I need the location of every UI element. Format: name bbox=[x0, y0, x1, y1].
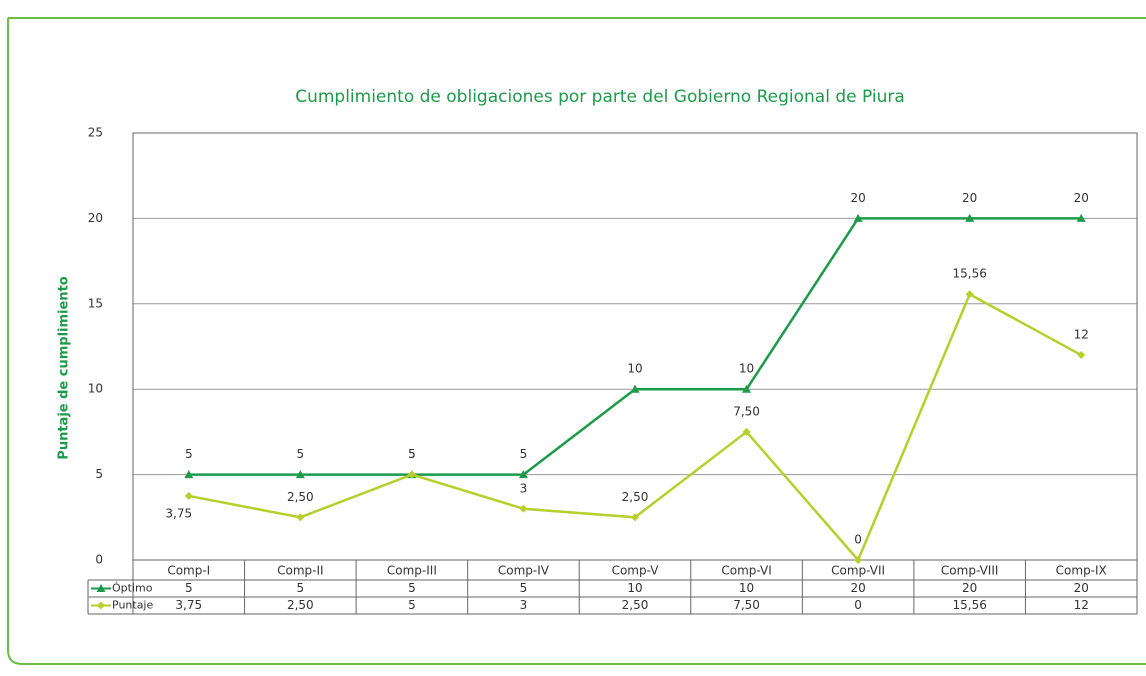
table-cell: 15,56 bbox=[952, 598, 986, 612]
data-label: 0 bbox=[854, 533, 862, 547]
marker bbox=[742, 384, 752, 393]
x-tick-label: Comp-II bbox=[277, 564, 323, 578]
table-cell: 0 bbox=[854, 598, 862, 612]
data-label: 20 bbox=[1074, 191, 1089, 205]
chart-title: Cumplimiento de obligaciones por parte d… bbox=[295, 87, 905, 107]
data-label: 15,56 bbox=[952, 267, 986, 281]
data-label: 12 bbox=[1074, 328, 1089, 342]
data-label: 20 bbox=[850, 191, 865, 205]
y-tick-label: 25 bbox=[88, 126, 103, 140]
marker bbox=[631, 513, 639, 522]
y-axis-label: Puntaje de cumplimiento bbox=[57, 276, 72, 459]
legend-label: Puntaje bbox=[112, 599, 153, 612]
frame bbox=[7, 17, 1146, 665]
table-cell: 10 bbox=[627, 581, 642, 595]
marker bbox=[97, 601, 105, 610]
y-tick-label: 10 bbox=[88, 382, 103, 396]
data-label: 3,75 bbox=[165, 506, 192, 520]
marker bbox=[965, 290, 974, 299]
marker bbox=[407, 470, 416, 479]
marker bbox=[1076, 213, 1086, 222]
marker bbox=[853, 213, 863, 222]
marker bbox=[1077, 351, 1086, 360]
data-label: 5 bbox=[520, 447, 528, 461]
data-label: 2,50 bbox=[622, 490, 649, 504]
marker bbox=[519, 504, 528, 513]
x-tick-label: Comp-VII bbox=[831, 564, 885, 578]
x-tick-label: Comp-V bbox=[612, 564, 660, 578]
table-cell: 20 bbox=[962, 581, 977, 595]
data-label: 2,50 bbox=[287, 490, 314, 504]
data-label: 10 bbox=[739, 362, 754, 376]
table-cell: 7,50 bbox=[733, 598, 760, 612]
data-label: 5 bbox=[408, 447, 416, 461]
table-cell: 5 bbox=[520, 581, 528, 595]
marker bbox=[854, 556, 863, 564]
data-label: 20 bbox=[962, 191, 977, 205]
table-cell: 20 bbox=[1074, 581, 1089, 595]
marker bbox=[965, 213, 975, 222]
marker bbox=[296, 513, 305, 522]
table-cell: 12 bbox=[1074, 598, 1089, 612]
table-cell: 5 bbox=[408, 581, 416, 595]
table-cell: 2,50 bbox=[287, 598, 314, 612]
marker bbox=[184, 470, 194, 479]
table-cell: 5 bbox=[185, 581, 193, 595]
x-tick-label: Comp-IX bbox=[1056, 564, 1107, 578]
x-tick-label: Comp-IV bbox=[498, 564, 550, 578]
data-label: 3 bbox=[520, 481, 528, 495]
table-cell: 10 bbox=[739, 581, 754, 595]
data-label: 5 bbox=[408, 447, 416, 461]
table-cell: 3,75 bbox=[175, 598, 202, 612]
y-tick-label: 5 bbox=[95, 467, 103, 481]
marker bbox=[96, 584, 106, 592]
y-tick-label: 20 bbox=[88, 211, 103, 225]
table-cell: 2,50 bbox=[622, 598, 649, 612]
marker bbox=[184, 491, 193, 500]
x-tick-label: Comp-VIII bbox=[941, 564, 998, 578]
x-tick-label: Comp-I bbox=[167, 564, 210, 578]
table-cell: 5 bbox=[408, 598, 416, 612]
data-label: 10 bbox=[627, 362, 642, 376]
marker bbox=[742, 427, 751, 436]
y-tick-label: 15 bbox=[88, 296, 103, 310]
marker bbox=[630, 384, 640, 393]
y-tick-label: 0 bbox=[95, 553, 103, 567]
legend-label: Óptimo bbox=[112, 582, 153, 595]
data-label: 7,50 bbox=[733, 404, 760, 418]
table-cell: 3 bbox=[520, 598, 528, 612]
table-cell: 5 bbox=[297, 581, 305, 595]
data-label: 5 bbox=[297, 447, 305, 461]
plot-border bbox=[132, 132, 1138, 561]
table-cell: 20 bbox=[850, 581, 865, 595]
x-tick-label: Comp-VI bbox=[721, 564, 771, 578]
marker bbox=[295, 470, 305, 479]
data-label: 5 bbox=[185, 447, 193, 461]
marker bbox=[518, 470, 528, 479]
x-tick-label: Comp-III bbox=[387, 564, 437, 578]
